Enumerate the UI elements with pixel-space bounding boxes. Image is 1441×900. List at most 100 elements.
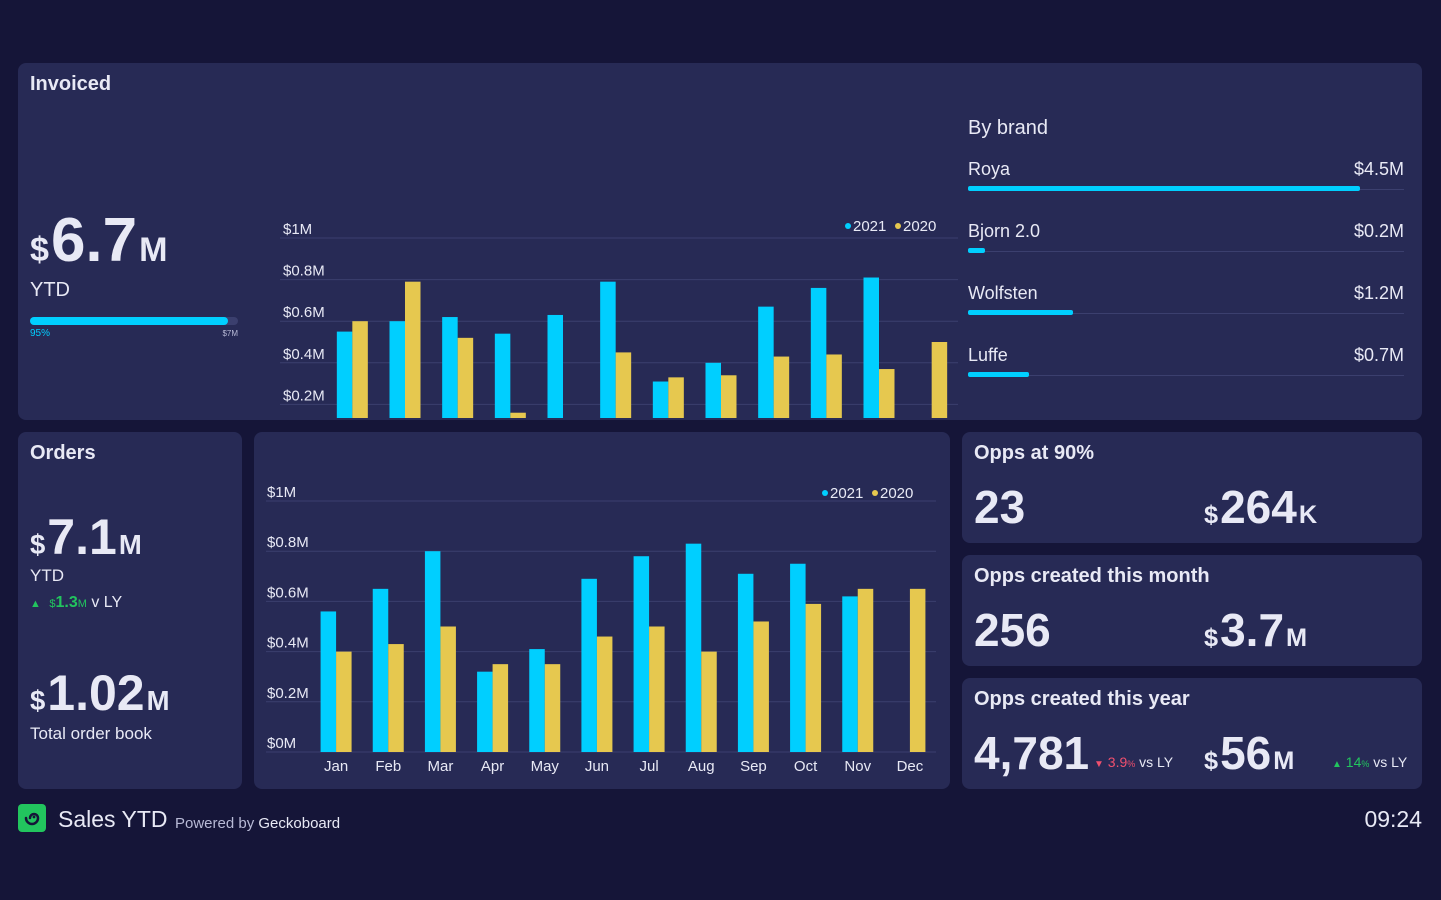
brand-bar <box>968 248 986 253</box>
orders-chart-panel: $0M $0.2M $0.4M $0.6M $0.8M $1M Jan Feb Mar Apr Ma… <box>254 432 950 789</box>
y-tick-label: $1M <box>267 484 296 501</box>
footer: Sales YTD Powered by Geckoboard 09:24 <box>18 800 1422 840</box>
order-book-value: $1.02M <box>30 665 170 721</box>
geckoboard-logo-icon <box>18 804 46 832</box>
invoiced-progress-fill <box>30 317 228 325</box>
brand-track <box>968 313 1404 314</box>
bar-2021-jul <box>652 381 669 418</box>
order-book-label: Total order book <box>30 724 152 743</box>
bar-2020-dec <box>909 588 926 752</box>
footer-time: 09:24 <box>1364 806 1422 832</box>
bar-2021-jul <box>633 556 650 752</box>
legend-label: 2020 <box>903 218 936 235</box>
y-tick-label: $0.4M <box>267 635 309 652</box>
bar-2021-apr <box>494 333 511 418</box>
x-tick-label: Oct <box>794 758 818 775</box>
bar-2021-sep <box>737 573 754 752</box>
bar-2020-feb <box>405 281 421 418</box>
opps-year-count-change: ▼ 3.9% vs LY <box>1094 754 1174 770</box>
bar-2020-mar <box>440 626 456 752</box>
brand-track <box>968 251 1404 252</box>
orders-kpi-value: $7.1M <box>30 509 142 565</box>
bar-2020-nov <box>857 588 874 752</box>
legend-label: 2021 <box>853 218 886 235</box>
bar-2020-nov <box>879 369 895 418</box>
y-tick-label: $1M <box>283 221 312 238</box>
opps-month-title: Opps created this month <box>974 565 1210 587</box>
opps-90-count: 23 <box>974 481 1026 533</box>
bar-2020-apr <box>510 412 526 418</box>
legend-dot <box>895 223 901 229</box>
bar-2020-sep <box>773 356 790 418</box>
brand-bar <box>968 372 1030 377</box>
opps-year-count: 4,781 <box>974 727 1090 779</box>
brand-bar <box>968 310 1073 315</box>
x-tick-label: Dec <box>897 758 924 775</box>
y-tick-label: $0.2M <box>267 685 309 702</box>
bar-2021-mar <box>442 317 458 418</box>
opps-90-panel: Opps at 90% 23 $264K <box>962 432 1422 543</box>
up-arrow-icon: ▲ <box>30 598 41 610</box>
brand-value: $1.2M <box>1353 283 1404 303</box>
bar-2020-jun <box>596 636 613 752</box>
x-tick-label: Jan <box>324 758 348 775</box>
x-tick-label: Apr <box>481 758 504 775</box>
brand-value: $0.7M <box>1353 345 1404 365</box>
bar-2021-feb <box>389 321 405 418</box>
y-tick-label: $0.8M <box>267 534 309 551</box>
bar-2020-apr <box>492 664 509 752</box>
bar-2020-oct <box>826 354 842 418</box>
legend-label: 2020 <box>880 485 913 502</box>
invoiced-panel: Invoiced $6.7M YTD 95% $7M $0M$0.2M$0.4M… <box>18 63 1422 420</box>
y-tick-label: $0.6M <box>283 304 325 321</box>
footer-powered: Powered by Geckoboard <box>175 815 341 832</box>
y-tick-label: $0.6M <box>267 584 309 601</box>
bar-2021-apr <box>477 671 493 752</box>
opps-90-title: Opps at 90% <box>974 442 1095 464</box>
legend-dot <box>872 490 878 496</box>
opps-year-value-change: ▲ 14% vs LY <box>1332 754 1408 770</box>
y-tick-label: $0.4M <box>283 346 325 363</box>
x-tick-label: Aug <box>688 758 715 775</box>
x-tick-label: Jul <box>639 758 658 775</box>
up-arrow-icon: ▲ <box>1332 759 1342 770</box>
bar-2020-mar <box>457 337 474 418</box>
opps-year-title: Opps created this year <box>974 688 1190 710</box>
bar-2020-jan <box>336 651 352 752</box>
bar-2020-feb <box>388 644 404 752</box>
bar-2021-jan <box>336 331 353 418</box>
brand-name: Bjorn 2.0 <box>968 221 1041 241</box>
opps-month-count: 256 <box>974 604 1051 656</box>
bar-2021-may <box>547 314 563 418</box>
legend-dot <box>845 223 851 229</box>
bar-2020-may <box>544 664 561 752</box>
opps-month-value: $3.7M <box>1204 604 1308 656</box>
brand-value: $4.5M <box>1353 159 1404 179</box>
opps-year-panel: Opps created this year 4,781 ▼ 3.9% vs L… <box>962 678 1422 789</box>
down-arrow-icon: ▼ <box>1094 759 1104 770</box>
invoiced-chart: $0M$0.2M$0.4M$0.6M$0.8M$1MJanFebMarAprMa… <box>280 218 958 418</box>
bar-2020-jul <box>668 377 684 418</box>
invoiced-progress-track <box>30 317 238 325</box>
brand-name: Luffe <box>968 345 1008 365</box>
brand-name: Roya <box>968 159 1011 179</box>
x-tick-label: Mar <box>427 758 453 775</box>
footer-title: Sales YTD <box>58 806 168 832</box>
brand-value: $0.2M <box>1353 221 1404 241</box>
bar-2020-sep <box>753 621 769 752</box>
bar-2021-nov <box>842 596 858 752</box>
bar-2021-may <box>529 649 545 752</box>
legend-dot <box>822 490 828 496</box>
bar-2021-oct <box>810 287 827 418</box>
bar-2021-sep <box>758 306 774 418</box>
bar-2021-jan <box>320 611 337 752</box>
x-tick-label: May <box>531 758 560 775</box>
bar-2021-jun <box>581 578 597 752</box>
bar-2020-oct <box>805 603 822 752</box>
orders-title: Orders <box>30 442 96 464</box>
x-tick-label: Nov <box>844 758 871 775</box>
bar-2021-mar <box>424 551 441 752</box>
opps-month-panel: Opps created this month 256 $3.7M <box>962 555 1422 666</box>
invoiced-kpi-value: $6.7M <box>30 206 168 275</box>
bar-2020-jun <box>615 352 632 418</box>
